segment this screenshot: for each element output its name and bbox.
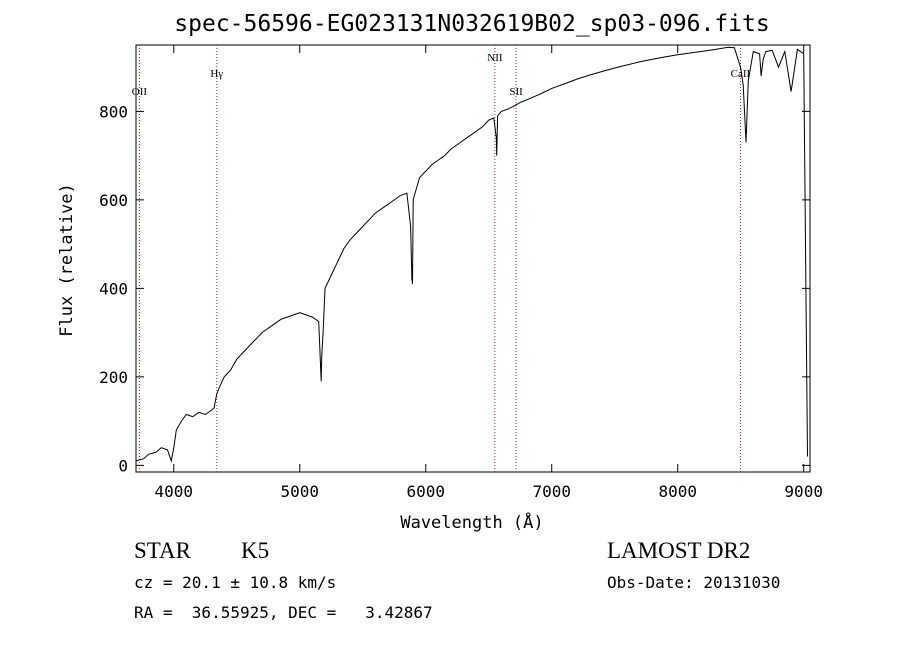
- x-tick-label: 8000: [658, 482, 697, 501]
- y-tick-label: 200: [99, 368, 128, 387]
- line-marker-label: OII: [132, 86, 148, 98]
- survey-name: LAMOST DR2: [607, 538, 751, 563]
- x-tick-label: 5000: [281, 482, 320, 501]
- redshift-cz: cz = 20.1 ± 10.8 km/s: [134, 573, 337, 592]
- object-class: STAR: [134, 538, 191, 563]
- y-tick-label: 400: [99, 279, 128, 298]
- plot-frame: [135, 44, 811, 473]
- spectrum-line: [135, 46, 808, 463]
- object-subclass: K5: [241, 538, 270, 563]
- line-markers-group: OII Hγ NII SII CaII: [132, 45, 751, 472]
- chart-title: spec-56596-EG023131N032619B02_sp03-096.f…: [174, 11, 769, 37]
- y-tick-label: 600: [99, 191, 128, 210]
- ra-dec: RA = 36.55925, DEC = 3.42867: [134, 603, 433, 622]
- y-tick-label: 0: [118, 456, 128, 475]
- axis-ticks-group: 4000 5000 6000 7000 8000 9000 0 200 400 600 800: [99, 45, 823, 501]
- y-tick-label: 800: [99, 102, 128, 121]
- x-tick-label: 9000: [784, 482, 823, 501]
- x-axis-label: Wavelength (Å): [400, 511, 543, 533]
- y-axis-label: Flux (relative): [57, 183, 77, 337]
- line-marker-label: CaII: [731, 68, 751, 80]
- x-tick-label: 7000: [532, 482, 571, 501]
- series-group: [135, 46, 808, 463]
- line-marker-label: NII: [487, 52, 503, 64]
- line-marker-label: Hγ: [210, 68, 223, 80]
- obs-date: Obs-Date: 20131030: [607, 573, 781, 592]
- x-tick-label: 6000: [406, 482, 445, 501]
- x-tick-label: 4000: [155, 482, 194, 501]
- line-marker-label: SII: [509, 86, 523, 98]
